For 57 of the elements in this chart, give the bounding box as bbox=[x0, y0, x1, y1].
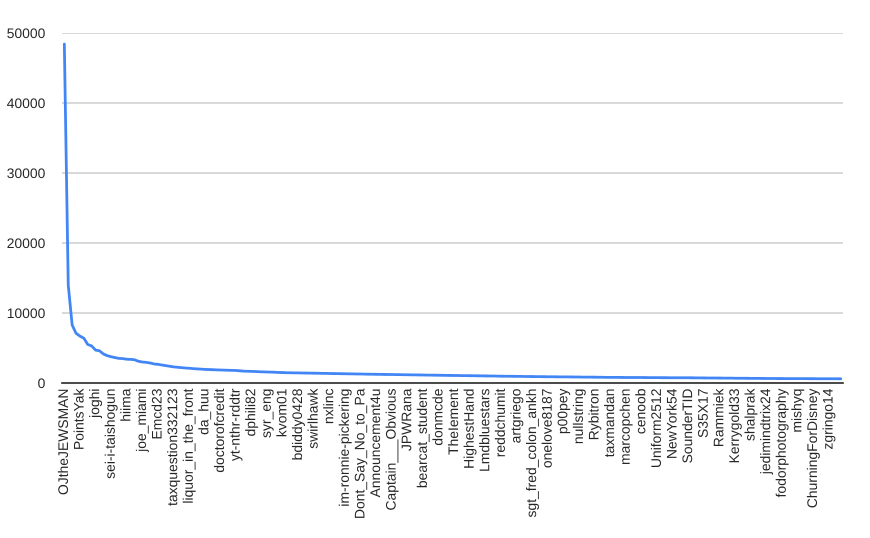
y-tick-label: 10000 bbox=[8, 308, 45, 318]
line-series bbox=[62, 42, 842, 380]
x-tick-label: NewYork54 bbox=[666, 388, 677, 458]
x-tick-label: jedimindtrix24 bbox=[760, 388, 774, 475]
x-tick-label: sgt_fred_colon_ankh bbox=[526, 389, 539, 518]
x-tick-label: Emcd23 bbox=[151, 389, 162, 438]
x-tick-label: Rammiek bbox=[713, 388, 724, 446]
x-tick-label: sei-i-taishogun bbox=[104, 389, 118, 478]
x-tick-label: bearcat_student bbox=[416, 388, 430, 488]
x-tick-label: Captain___Obvious bbox=[386, 389, 399, 510]
x-tick-label: yt-nthr-rddtr bbox=[230, 388, 242, 462]
x-tick-label: TheIement bbox=[448, 388, 458, 455]
x-tick-label: marcopchen bbox=[620, 389, 633, 464]
x-tick-label: taxquestion332123 bbox=[167, 389, 180, 506]
x-tick-label: mishyq bbox=[791, 389, 804, 432]
x-tick-label: Announcement4u bbox=[370, 389, 380, 498]
x-tick-label: Dont_Say_No_to_Pa bbox=[354, 388, 368, 518]
x-tick-label: da_huu bbox=[198, 389, 212, 434]
x-tick-label: Uniform2512 bbox=[650, 389, 662, 467]
x-tick-label: joghi bbox=[89, 389, 102, 418]
x-tick-label: S35X17 bbox=[698, 389, 708, 438]
x-tick-label: kvom01 bbox=[276, 389, 287, 436]
x-tick-label: onelove8187 bbox=[542, 389, 552, 468]
x-tick-label: joe_miami bbox=[136, 389, 149, 452]
x-tick-label: syr_eng bbox=[263, 389, 274, 438]
x-tick-label: reddchumit bbox=[494, 388, 505, 456]
x-tick-label: zgringo14 bbox=[822, 388, 836, 449]
y-tick-label: 0 bbox=[38, 378, 45, 388]
x-tick-label: p00pey bbox=[558, 388, 570, 434]
y-tick-label: 40000 bbox=[7, 98, 45, 108]
x-tick-label: OJtheJEWSMAN bbox=[58, 390, 68, 494]
x-tick-label: PointsYak bbox=[73, 388, 84, 449]
x-tick-label: Lmdbluestars bbox=[479, 389, 490, 471]
y-tick-label: 20000 bbox=[7, 238, 45, 248]
x-tick-label: im-ronnie-pickering bbox=[338, 389, 352, 506]
x-tick-label: swirlhawk bbox=[308, 388, 318, 448]
x-tick-label: bdiddy0428 bbox=[292, 389, 305, 460]
x-tick-label: HighestHand bbox=[464, 389, 477, 468]
x-tick-label: nxlinc bbox=[323, 388, 334, 424]
x-tick-label: donmcde bbox=[432, 389, 443, 446]
x-tick-label: nullstring bbox=[572, 389, 586, 444]
x-tick-label: liquor_in_the_front bbox=[182, 388, 196, 503]
x-tick-label: ChurningForDisney bbox=[806, 388, 820, 508]
y-tick-label: 50000 bbox=[7, 28, 45, 38]
x-tick-label: artgriego bbox=[510, 389, 524, 443]
x-tick-label: SounderTID bbox=[682, 389, 692, 463]
x-tick-label: shalprak bbox=[744, 388, 758, 441]
x-tick-label: cenoob bbox=[635, 389, 646, 434]
x-tick-label: taxmandan bbox=[604, 389, 614, 458]
y-tick-label: 30000 bbox=[7, 168, 45, 178]
x-tick-label: dphili82 bbox=[245, 389, 258, 436]
x-tick-label: Rybitron bbox=[588, 389, 602, 440]
x-tick-label: Kerrygold33 bbox=[728, 389, 742, 462]
x-tick-label: doctorofcredit bbox=[214, 388, 224, 472]
x-tick-label: JPWRana bbox=[402, 388, 412, 451]
x-tick-label: fodorphotography bbox=[776, 388, 789, 498]
x-tick-label: hiima bbox=[120, 388, 130, 421]
